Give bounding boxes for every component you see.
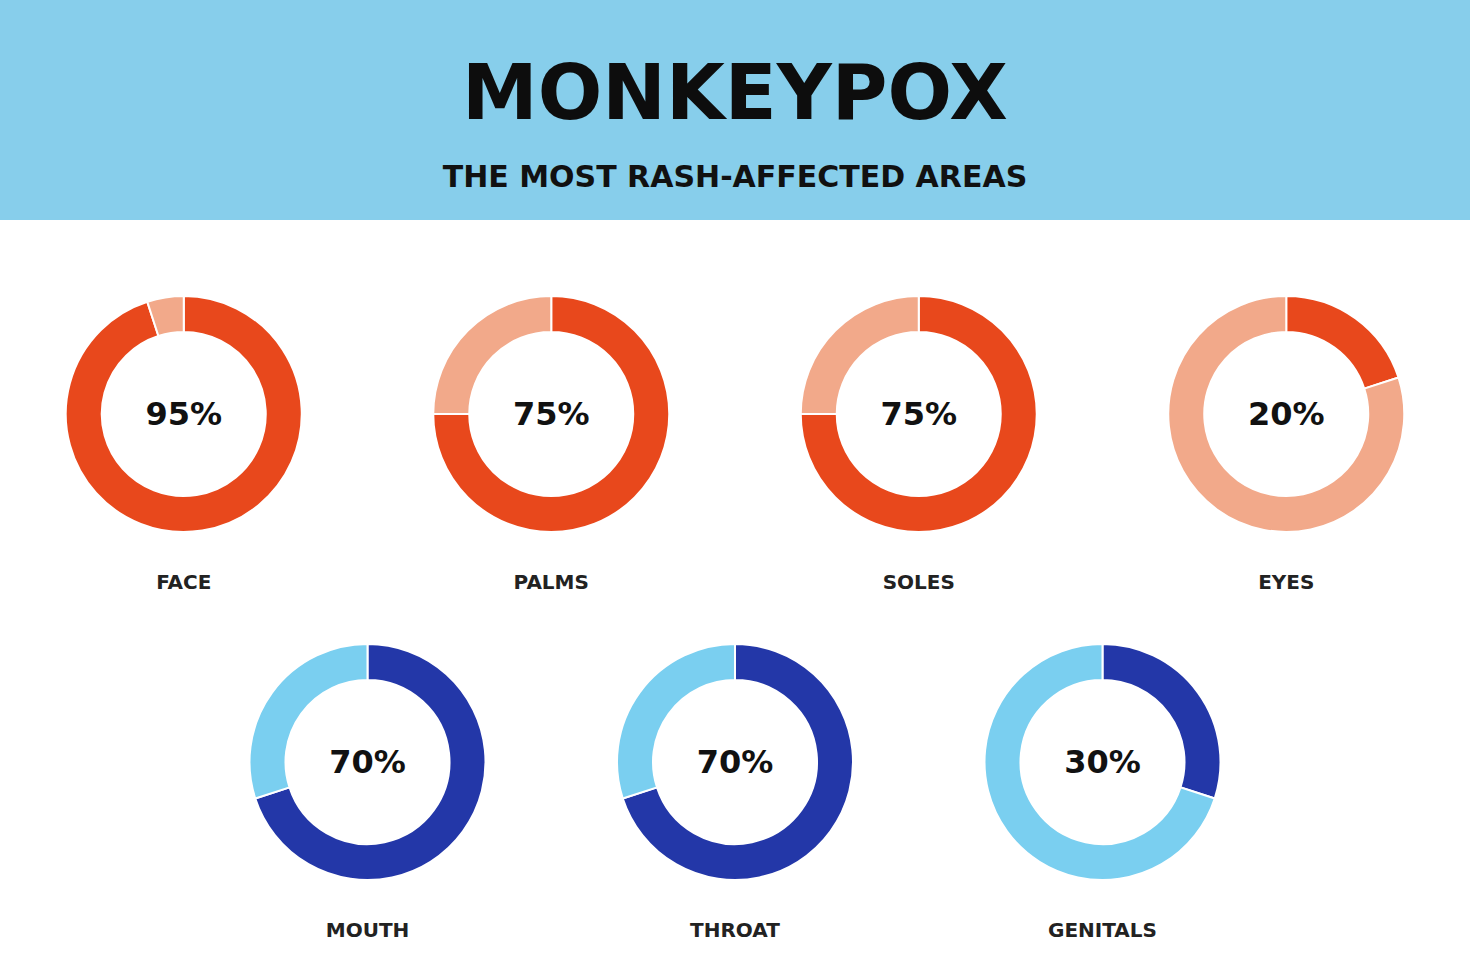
donut-slice: [147, 296, 183, 336]
data-label: 70%: [697, 743, 774, 781]
data-label: 20%: [1248, 395, 1325, 433]
background: [0, 0, 1470, 980]
donut-title: PALMS: [514, 570, 589, 594]
donut-slice: [433, 296, 669, 532]
donut: 70% MOUTH: [250, 644, 486, 942]
chart-canvas: MONKEYPOX THE MOST RASH-AFFECTED AREAS 95%…: [0, 0, 1470, 980]
donut: 95% FACE: [66, 296, 302, 594]
donut: 75% PALMS: [433, 296, 669, 594]
donut-slice: [66, 296, 302, 532]
donut: 75% SOLES: [801, 296, 1037, 594]
donut: 70% THROAT: [617, 644, 853, 942]
donut-title: FACE: [156, 570, 211, 594]
donut-slice: [1168, 296, 1404, 532]
data-label: 70%: [329, 743, 406, 781]
subtitle: THE MOST RASH-AFFECTED AREAS: [443, 159, 1028, 194]
donut-title: THROAT: [690, 918, 780, 942]
donut-slice: [1286, 296, 1398, 389]
donut-slice: [984, 644, 1214, 880]
data-label: 75%: [513, 395, 590, 433]
donut: 30% GENITALS: [984, 644, 1220, 942]
donut-slice: [801, 296, 1037, 532]
title: MONKEYPOX: [462, 48, 1008, 137]
data-label: 95%: [145, 395, 222, 433]
donut-title: GENITALS: [1048, 918, 1157, 942]
donut-title: MOUTH: [326, 918, 410, 942]
header-band: [0, 0, 1470, 220]
donut-title: EYES: [1258, 570, 1314, 594]
data-label: 30%: [1064, 743, 1141, 781]
donut-title: SOLES: [883, 570, 955, 594]
donut: 20% EYES: [1168, 296, 1404, 594]
data-label: 75%: [880, 395, 957, 433]
